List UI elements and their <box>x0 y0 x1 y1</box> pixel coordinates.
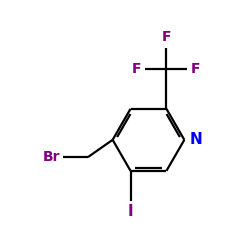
Text: Br: Br <box>43 150 61 164</box>
Text: I: I <box>128 204 134 219</box>
Text: F: F <box>162 30 171 44</box>
Text: F: F <box>132 62 142 76</box>
Text: F: F <box>191 62 201 76</box>
Text: N: N <box>190 132 202 147</box>
